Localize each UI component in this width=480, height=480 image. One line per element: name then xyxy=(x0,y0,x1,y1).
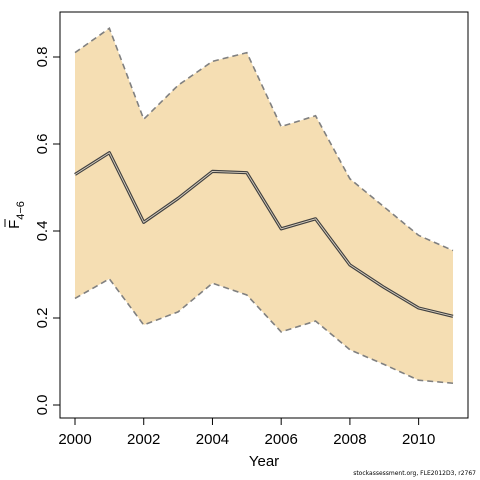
y-tick-label: 0.2 xyxy=(34,308,51,329)
x-axis: 2000 2002 2004 2006 2008 2010 xyxy=(58,418,435,448)
plot-frame xyxy=(59,11,469,419)
uncertainty-band-group xyxy=(75,28,453,384)
svg-text:F4−6: F4−6 xyxy=(6,201,27,229)
x-tick-label: 2010 xyxy=(402,431,435,448)
lower-bound-line xyxy=(74,277,454,385)
x-tick-label: 2008 xyxy=(333,431,366,448)
y-tick-label: 0.8 xyxy=(34,47,51,68)
x-axis-title: Year xyxy=(249,453,279,470)
y-tick-label: 0.6 xyxy=(34,134,51,155)
x-tick-label: 2002 xyxy=(127,431,160,448)
y-axis-title-subscript: 4−6 xyxy=(15,201,27,220)
x-tick-label: 2004 xyxy=(196,431,229,448)
x-tick-label: 2000 xyxy=(58,431,91,448)
y-tick-label: 0.4 xyxy=(34,221,51,242)
estimate-line-inner xyxy=(74,152,454,317)
upper-bound-line xyxy=(74,27,454,252)
x-tick-label: 2006 xyxy=(264,431,297,448)
y-axis: 0.0 0.2 0.4 0.6 0.8 xyxy=(34,47,60,416)
y-axis-title: F4−6 xyxy=(4,201,27,229)
series-lines-group xyxy=(74,27,454,385)
confidence-band xyxy=(75,28,453,384)
footer-credit: stockassessment.org, FLE2012D3, r2767 xyxy=(353,470,476,477)
y-tick-label: 0.0 xyxy=(34,395,51,416)
y-axis-title-main: F xyxy=(6,220,23,229)
